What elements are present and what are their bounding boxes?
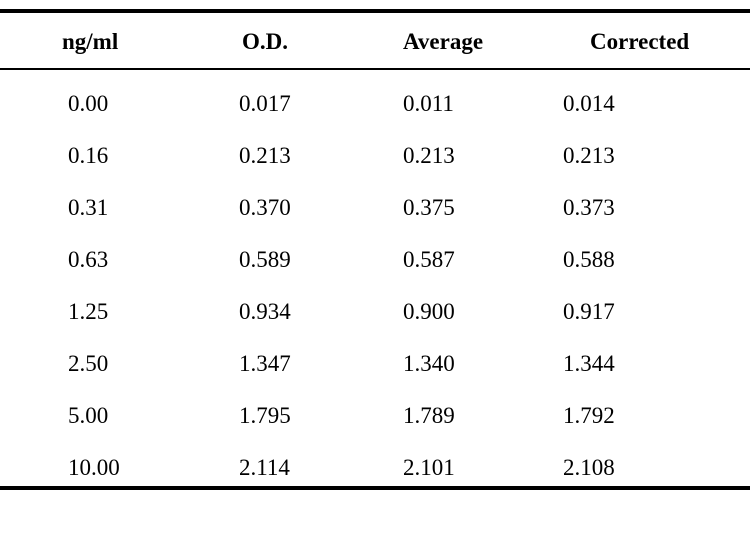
cell-corrected: 0.014 [563, 91, 615, 116]
table-row: 1.25 0.934 0.900 0.917 [0, 286, 750, 338]
cell-corrected: 0.373 [563, 195, 615, 220]
cell-concentration: 5.00 [68, 403, 109, 428]
cell-od: 1.795 [239, 403, 291, 428]
cell-average: 0.213 [403, 143, 455, 168]
cell-corrected: 0.213 [563, 143, 615, 168]
table-top-rule [0, 9, 750, 13]
table-row: 2.50 1.347 1.340 1.344 [0, 338, 750, 390]
table-row: 0.00 0.017 0.011 0.014 [0, 78, 750, 130]
table-header-row: ng/ml O.D. Average Corrected [0, 13, 750, 68]
table-row: 0.16 0.213 0.213 0.213 [0, 130, 750, 182]
cell-average: 0.375 [403, 195, 455, 220]
cell-average: 0.011 [403, 91, 454, 116]
cell-od: 0.017 [239, 91, 291, 116]
cell-concentration: 1.25 [68, 299, 109, 324]
cell-concentration: 0.00 [68, 91, 109, 116]
cell-corrected: 1.344 [563, 351, 615, 376]
cell-average: 0.900 [403, 299, 455, 324]
table-header-rule [0, 68, 750, 70]
cell-corrected: 0.917 [563, 299, 615, 324]
cell-od: 1.347 [239, 351, 291, 376]
cell-corrected: 1.792 [563, 403, 615, 428]
column-header-corrected: Corrected [590, 29, 690, 54]
column-header-average: Average [403, 29, 484, 54]
cell-od: 0.213 [239, 143, 291, 168]
column-header-od: O.D. [242, 29, 288, 54]
cell-concentration: 0.31 [68, 195, 109, 220]
cell-od: 0.370 [239, 195, 291, 220]
cell-corrected: 2.108 [563, 455, 615, 480]
cell-concentration: 0.63 [68, 247, 109, 272]
table-row: 0.63 0.589 0.587 0.588 [0, 234, 750, 286]
table-row: 5.00 1.795 1.789 1.792 [0, 390, 750, 442]
cell-od: 0.934 [239, 299, 291, 324]
table-row: 0.31 0.370 0.375 0.373 [0, 182, 750, 234]
column-header-concentration: ng/ml [62, 29, 119, 54]
table-row: 10.00 2.114 2.101 2.108 [0, 442, 750, 494]
cell-concentration: 10.00 [68, 455, 120, 480]
cell-od: 2.114 [239, 455, 290, 480]
cell-concentration: 2.50 [68, 351, 109, 376]
cell-concentration: 0.16 [68, 143, 109, 168]
cell-average: 2.101 [403, 455, 455, 480]
cell-average: 0.587 [403, 247, 455, 272]
cell-average: 1.789 [403, 403, 455, 428]
table-body: 0.00 0.017 0.011 0.014 0.16 0.213 0.213 … [0, 78, 750, 494]
cell-corrected: 0.588 [563, 247, 615, 272]
cell-average: 1.340 [403, 351, 455, 376]
cell-od: 0.589 [239, 247, 291, 272]
table-bottom-rule [0, 486, 750, 490]
